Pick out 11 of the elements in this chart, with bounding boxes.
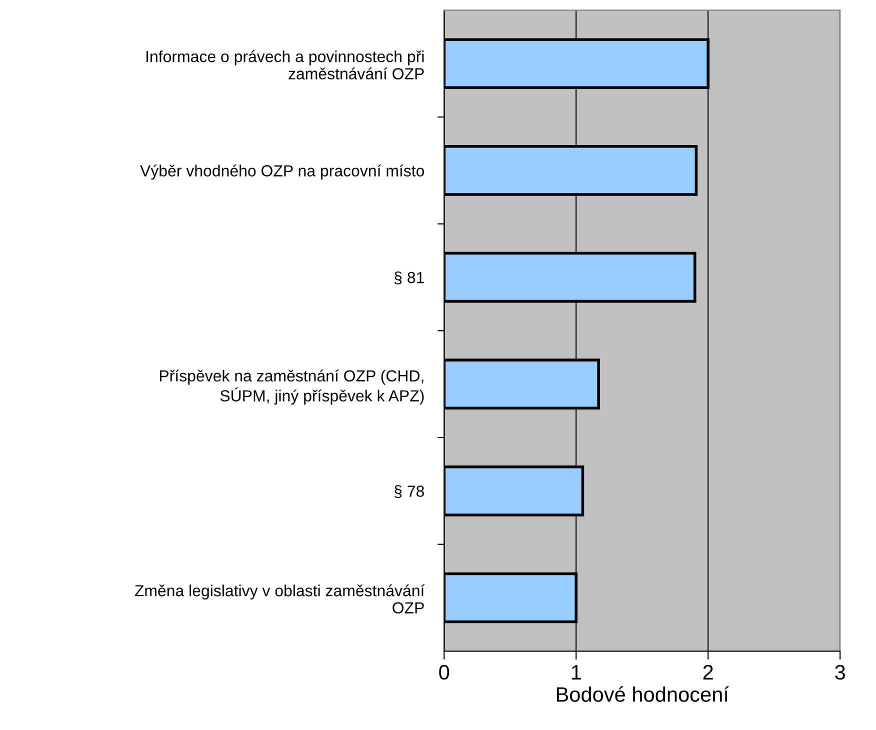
- y-tick-label: Změna legislativy v oblasti zaměstnávání OZP: [134, 584, 425, 614]
- x-tick-label: 2: [703, 664, 713, 680]
- y-tick-label: § 81: [394, 271, 424, 284]
- y-tick-label: Výběr vhodného OZP na pracovní místo: [140, 164, 424, 180]
- x-axis-title: Bodové hodnocení: [556, 686, 729, 702]
- x-tick-label: 0: [439, 664, 450, 680]
- y-tick-label: Informace o právech a povinnostech při zaměstnávání OZP: [146, 50, 424, 80]
- x-tick-label: 3: [835, 664, 845, 680]
- y-tick-label: § 78: [394, 485, 424, 498]
- y-tick-label: Příspěvek na zaměstnání OZP (CHD, SÚPM, jiný příspěvek k APZ): [160, 370, 424, 405]
- x-tick-label: 1: [572, 665, 581, 680]
